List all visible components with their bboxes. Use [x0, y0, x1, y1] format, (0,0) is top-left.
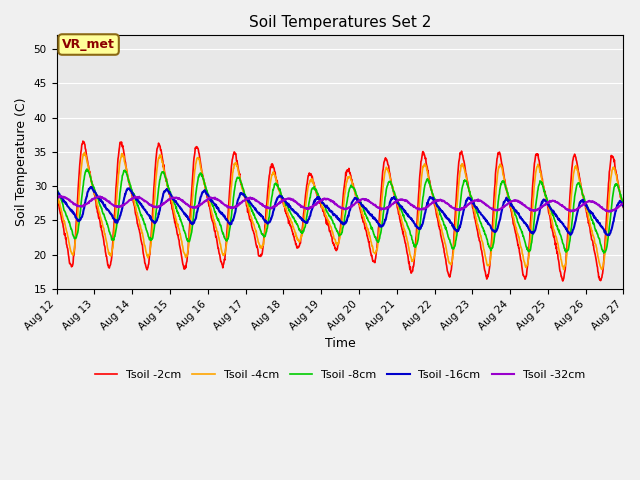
Tsoil -4cm — [81, 150, 88, 156]
Tsoil -16cm — [502, 195, 510, 201]
Tsoil -8cm — [600, 250, 607, 256]
Tsoil -8cm — [502, 187, 510, 192]
Tsoil -16cm — [179, 209, 187, 215]
Tsoil -32cm — [429, 200, 436, 205]
Line: Tsoil -16cm: Tsoil -16cm — [56, 187, 623, 235]
Tsoil -2cm — [620, 205, 627, 211]
Tsoil -4cm — [620, 204, 627, 209]
Line: Tsoil -4cm: Tsoil -4cm — [56, 153, 623, 269]
Line: Tsoil -2cm: Tsoil -2cm — [56, 141, 623, 281]
Line: Tsoil -32cm: Tsoil -32cm — [56, 196, 623, 212]
Tsoil -32cm — [502, 202, 510, 207]
Tsoil -16cm — [165, 190, 173, 196]
Text: VR_met: VR_met — [62, 38, 115, 51]
Tsoil -8cm — [179, 223, 187, 229]
Tsoil -8cm — [83, 166, 91, 172]
Tsoil -2cm — [179, 262, 187, 268]
Tsoil -32cm — [243, 196, 250, 202]
Tsoil -4cm — [553, 235, 561, 241]
Tsoil -4cm — [179, 245, 187, 251]
Tsoil -8cm — [553, 222, 561, 228]
Tsoil -16cm — [620, 204, 627, 210]
Tsoil -2cm — [243, 202, 250, 208]
Tsoil -4cm — [429, 192, 436, 197]
Tsoil -2cm — [429, 191, 436, 197]
Tsoil -32cm — [179, 199, 187, 204]
Tsoil -32cm — [607, 209, 615, 215]
Tsoil -4cm — [52, 188, 60, 194]
Tsoil -4cm — [502, 187, 510, 192]
Y-axis label: Soil Temperature (C): Soil Temperature (C) — [15, 98, 28, 227]
Tsoil -32cm — [57, 193, 65, 199]
Tsoil -2cm — [559, 278, 566, 284]
Tsoil -32cm — [165, 197, 173, 203]
Tsoil -16cm — [243, 195, 250, 201]
Tsoil -8cm — [243, 194, 250, 200]
Line: Tsoil -8cm: Tsoil -8cm — [56, 169, 623, 253]
X-axis label: Time: Time — [324, 337, 355, 350]
Tsoil -16cm — [52, 187, 60, 193]
Tsoil -4cm — [560, 266, 568, 272]
Tsoil -16cm — [429, 195, 436, 201]
Tsoil -32cm — [52, 195, 60, 201]
Tsoil -8cm — [429, 190, 436, 196]
Tsoil -2cm — [79, 138, 87, 144]
Legend: Tsoil -2cm, Tsoil -4cm, Tsoil -8cm, Tsoil -16cm, Tsoil -32cm: Tsoil -2cm, Tsoil -4cm, Tsoil -8cm, Tsoi… — [90, 366, 589, 384]
Title: Soil Temperatures Set 2: Soil Temperatures Set 2 — [249, 15, 431, 30]
Tsoil -32cm — [553, 199, 561, 205]
Tsoil -16cm — [88, 184, 95, 190]
Tsoil -4cm — [243, 198, 250, 204]
Tsoil -16cm — [604, 232, 612, 238]
Tsoil -32cm — [620, 201, 627, 206]
Tsoil -2cm — [52, 189, 60, 194]
Tsoil -8cm — [620, 201, 627, 207]
Tsoil -16cm — [553, 213, 561, 218]
Tsoil -4cm — [165, 188, 173, 194]
Tsoil -8cm — [52, 186, 60, 192]
Tsoil -8cm — [165, 186, 173, 192]
Tsoil -2cm — [165, 192, 173, 197]
Tsoil -2cm — [553, 244, 561, 250]
Tsoil -2cm — [502, 185, 510, 191]
